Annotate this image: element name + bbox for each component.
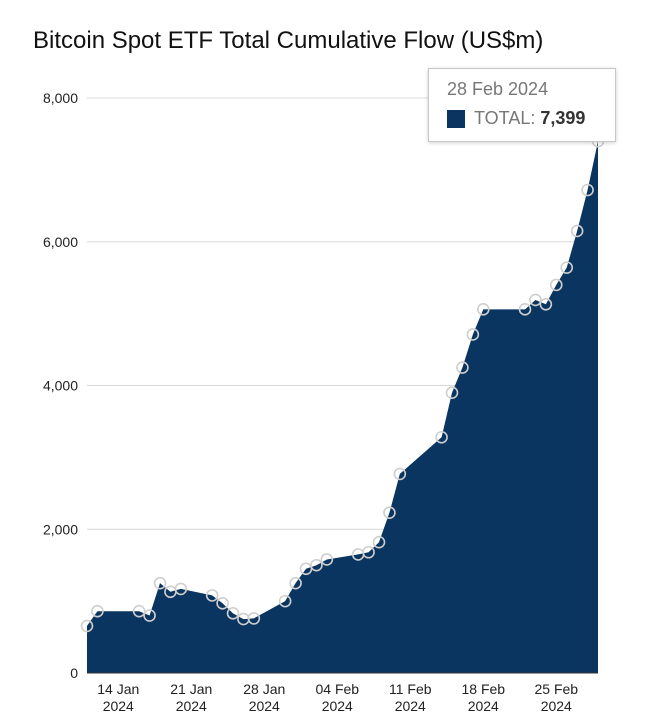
x-tick-label-year: 2024 <box>541 698 572 714</box>
data-point-marker <box>247 612 261 625</box>
data-point-marker <box>226 607 240 620</box>
x-tick-label: 18 Feb <box>461 681 505 697</box>
x-tick-label: 21 Jan <box>170 681 212 697</box>
y-tick-label: 4,000 <box>43 378 78 394</box>
data-point-marker <box>205 589 219 602</box>
y-tick-label: 2,000 <box>43 521 78 537</box>
x-tick-label-year: 2024 <box>249 698 280 714</box>
x-tick-label-year: 2024 <box>176 698 207 714</box>
data-point-marker <box>362 545 375 559</box>
y-tick-label: 6,000 <box>43 234 78 250</box>
data-point-marker <box>539 297 553 311</box>
data-point-marker <box>435 430 448 444</box>
data-point-marker <box>476 303 490 316</box>
data-point-marker <box>529 293 542 307</box>
data-point-marker <box>581 183 594 197</box>
tooltip-series-swatch <box>447 109 465 128</box>
chart-tooltip: 28 Feb 2024 TOTAL: 7,399 <box>428 68 616 142</box>
data-point-marker <box>518 303 532 316</box>
tooltip-series-name: TOTAL: <box>474 108 536 128</box>
data-point-marker <box>393 467 407 481</box>
x-tick-label: 14 Jan <box>97 681 139 697</box>
data-point-marker <box>91 604 104 618</box>
data-point-marker <box>289 576 302 590</box>
data-point-marker <box>278 594 292 608</box>
data-point-marker <box>456 361 469 374</box>
data-point-marker <box>383 506 396 520</box>
data-point-marker <box>372 535 386 549</box>
data-point-marker <box>549 278 563 292</box>
series-area-total <box>87 141 598 673</box>
x-tick-label: 04 Feb <box>315 681 359 697</box>
data-point-marker <box>143 609 156 622</box>
data-point-marker <box>466 328 480 341</box>
x-tick-label: 28 Jan <box>243 681 285 697</box>
y-tick-label: 8,000 <box>43 90 78 106</box>
data-point-marker <box>445 386 459 399</box>
data-point-marker <box>560 261 574 274</box>
data-point-marker <box>216 596 229 610</box>
data-point-marker <box>132 604 146 618</box>
x-tick-label-year: 2024 <box>322 698 353 714</box>
tooltip-date: 28 Feb 2024 <box>447 79 549 99</box>
data-point-marker <box>153 576 167 590</box>
y-tick-label: 0 <box>70 665 78 681</box>
x-tick-label-year: 2024 <box>468 698 499 714</box>
data-point-marker <box>174 582 188 596</box>
chart-title: Bitcoin Spot ETF Total Cumulative Flow (… <box>33 27 544 54</box>
x-tick-label-year: 2024 <box>395 698 426 714</box>
x-tick-label: 11 Feb <box>389 681 432 697</box>
tooltip-row: TOTAL: 7,399 <box>447 108 615 129</box>
x-tick-label: 25 Feb <box>534 681 578 697</box>
data-point-marker <box>310 558 323 572</box>
data-point-marker <box>570 224 584 238</box>
tooltip-value: 7,399 <box>540 108 586 128</box>
data-point-marker <box>80 619 94 633</box>
x-tick-label-year: 2024 <box>103 698 134 714</box>
data-point-marker <box>320 553 334 566</box>
